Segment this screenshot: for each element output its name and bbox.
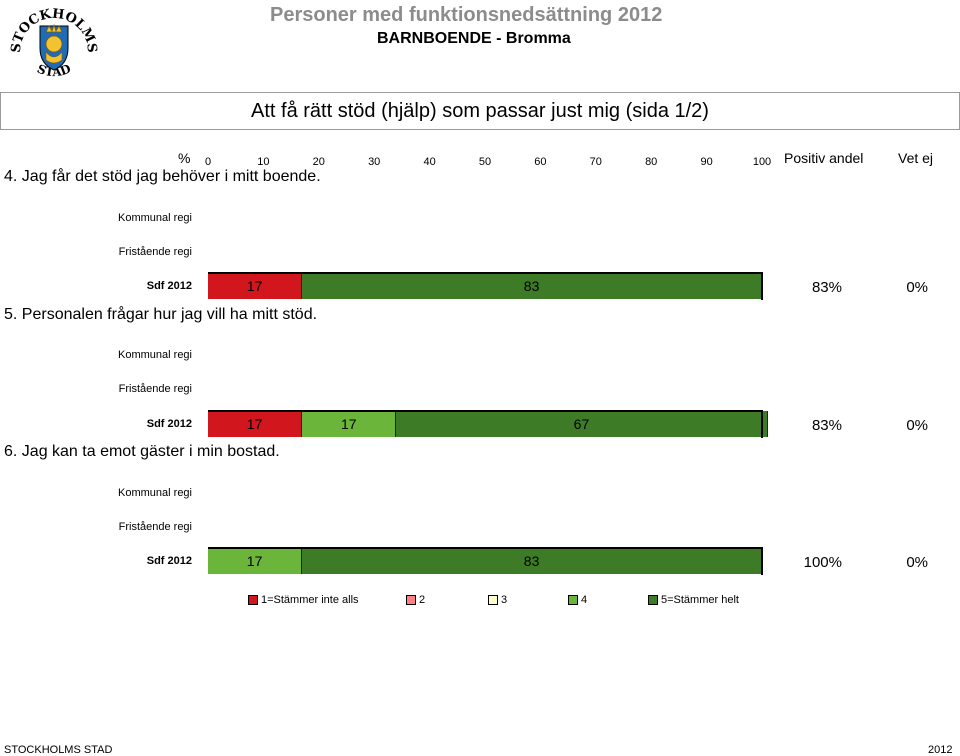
legend-swatch [248, 595, 258, 605]
stockholms-stad-logo: STOCKHOLMS STAD [6, 2, 102, 86]
footer-organization: STOCKHOLMS STAD [4, 744, 113, 756]
positive-share-value: 100% [803, 554, 842, 571]
legend-item: 5=Stämmer helt [648, 594, 739, 606]
question-text: 5. Personalen frågar hur jag vill ha mit… [4, 306, 318, 323]
positive-share-header: Positiv andel [784, 150, 864, 166]
bar-segment: 83 [302, 273, 762, 299]
legend-item: 2 [406, 594, 425, 606]
report-subtitle: BARNBOENDE - Bromma [377, 30, 571, 47]
bar-top-edge [208, 272, 762, 274]
bar-value-label: 67 [573, 416, 590, 432]
row-label-sdf: Sdf 2012 [146, 280, 192, 292]
legend-label: 4 [581, 594, 588, 606]
bar-top-edge [208, 410, 762, 412]
unknown-value: 0% [906, 279, 928, 296]
bar-segment: 67 [396, 411, 768, 437]
x-tick-label: 60 [534, 156, 547, 168]
stacked-bar: 17 83 [208, 272, 763, 300]
question-text: 4. Jag får det stöd jag behöver i mitt b… [4, 168, 321, 185]
x-tick-label: 80 [645, 156, 658, 168]
bar-value-label: 83 [523, 553, 540, 569]
legend-label: 1=Stämmer inte alls [261, 594, 359, 606]
unknown-value: 0% [906, 417, 928, 434]
footer-year: 2012 [928, 744, 953, 756]
legend-item: 3 [488, 594, 507, 606]
bar-value-label: 17 [246, 278, 263, 294]
positive-share-value: 83% [811, 279, 842, 296]
unknown-header: Vet ej [898, 150, 934, 166]
legend-swatch [406, 595, 416, 605]
bar-segment: 83 [302, 548, 762, 574]
bar-end-edge [761, 272, 763, 300]
row-label-fristaende: Fristående regi [118, 383, 192, 395]
bar-value-label: 17 [246, 416, 263, 432]
row-label-fristaende: Fristående regi [118, 521, 192, 533]
legend-item: 1=Stämmer inte alls [248, 594, 359, 606]
legend-swatch [488, 595, 498, 605]
row-label-kommunal: Kommunal regi [118, 212, 192, 224]
report-title: Personer med funktionsnedsättning 2012 [270, 4, 663, 26]
percent-axis-label: % [178, 150, 191, 166]
bar-top-edge [208, 547, 762, 549]
legend-swatch [568, 595, 578, 605]
row-label-sdf: Sdf 2012 [146, 555, 192, 567]
x-tick-label: 0 [204, 156, 212, 168]
row-label-sdf: Sdf 2012 [146, 418, 192, 430]
legend-label: 5=Stämmer helt [661, 594, 739, 606]
stacked-bar: 17 17 67 [208, 410, 768, 438]
bar-end-edge [761, 547, 763, 575]
unknown-value: 0% [906, 554, 928, 571]
bar-value-label: 83 [523, 278, 540, 294]
section-banner: Att få rätt stöd (hjälp) som passar just… [0, 92, 960, 130]
x-tick-label: 90 [700, 156, 713, 168]
x-tick-label: 50 [478, 156, 492, 168]
stacked-bar: 17 83 [208, 547, 763, 575]
x-tick-label: 40 [423, 156, 436, 168]
row-label-kommunal: Kommunal regi [118, 487, 192, 499]
x-tick-label: 30 [368, 156, 381, 168]
legend-label: 2 [419, 594, 426, 606]
section-title: Att få rätt stöd (hjälp) som passar just… [251, 100, 709, 122]
x-tick-label: 100 [752, 156, 772, 168]
bar-value-label: 17 [340, 416, 357, 432]
legend-item: 4 [568, 594, 587, 606]
x-tick-label: 70 [589, 156, 602, 168]
positive-share-value: 83% [811, 417, 842, 434]
x-tick-label: 20 [312, 156, 325, 168]
row-label-fristaende: Fristående regi [118, 246, 192, 258]
bar-segment: 17 [208, 548, 303, 574]
row-label-kommunal: Kommunal regi [118, 349, 192, 361]
bar-segment: 17 [208, 411, 303, 437]
legend-swatch [648, 595, 658, 605]
bar-segment: 17 [302, 411, 397, 437]
question-text: 6. Jag kan ta emot gäster i min bostad. [4, 443, 280, 460]
bar-value-label: 17 [246, 553, 263, 569]
bar-end-edge [761, 410, 763, 438]
legend-label: 3 [501, 594, 508, 606]
x-tick-label: 10 [257, 156, 270, 168]
bar-segment: 17 [208, 273, 303, 299]
